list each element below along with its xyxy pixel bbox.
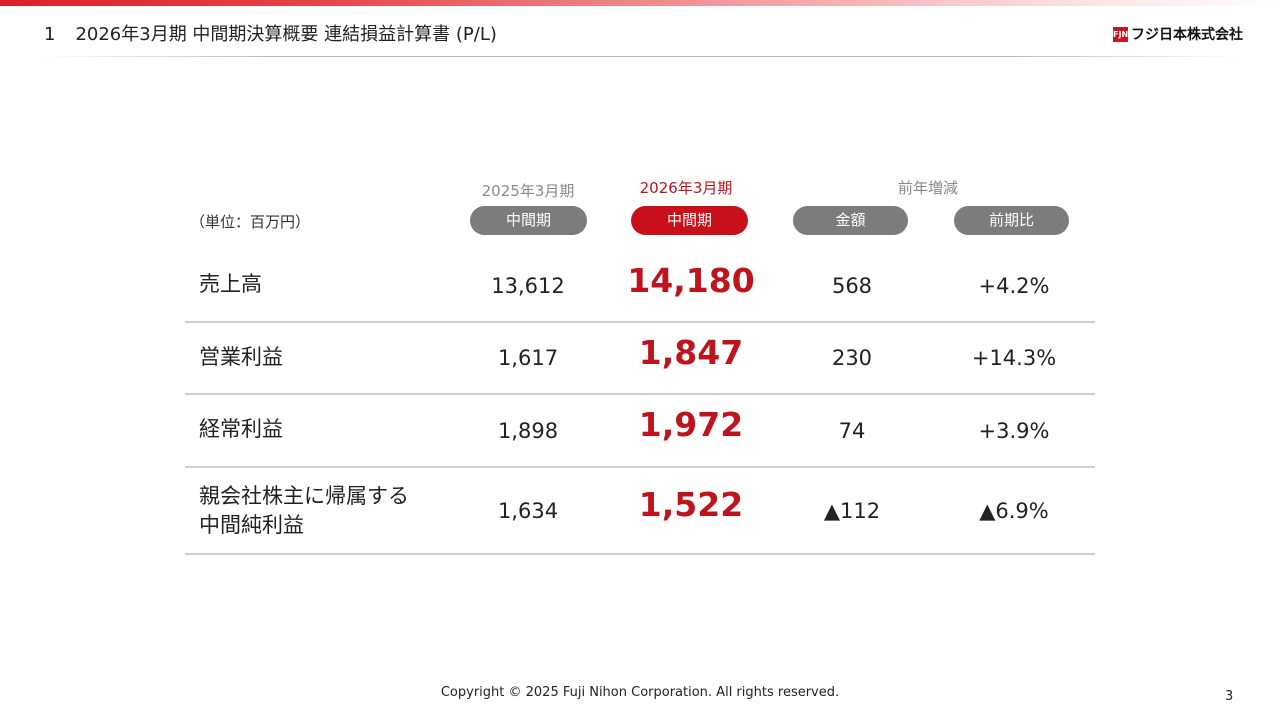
row-ordinary-diff: 74 [838, 419, 866, 443]
logo-text: フジ日本株式会社 [1131, 27, 1243, 43]
row-ordinary-current: 1,972 [638, 405, 744, 444]
section-number: 1 [44, 24, 56, 45]
page-number: 3 [1225, 689, 1234, 704]
row-sales-prev: 13,612 [491, 274, 565, 298]
row-operating-current: 1,847 [638, 333, 744, 372]
pill-amount: 金額 [793, 206, 908, 235]
row-net-ratio: ▲6.9% [979, 499, 1049, 523]
row-label-ordinary-income: 経常利益 [199, 417, 283, 441]
row-sales-diff: 568 [831, 274, 873, 298]
row-label-net-income-line2: 中間純利益 [199, 513, 304, 537]
column-year-prev: 2025年3月期 [481, 182, 575, 200]
row-sales-ratio: +4.2% [978, 274, 1050, 298]
row-label-net-income-line1: 親会社株主に帰属する [199, 484, 409, 508]
row-net-current: 1,522 [638, 485, 744, 524]
row-net-prev: 1,634 [497, 499, 559, 523]
row-net-diff: ▲112 [823, 499, 881, 523]
page-title: 1 2026年3月期 中間期決算概要 連結損益計算書 (P/L) [44, 20, 497, 46]
logo-mark-icon: FJN [1113, 26, 1128, 42]
column-year-current: 2026年3月期 [639, 179, 733, 197]
row-divider [185, 553, 1095, 555]
title-text: 2026年3月期 中間期決算概要 連結損益計算書 (P/L) [75, 24, 497, 45]
row-operating-diff: 230 [831, 346, 873, 370]
row-ordinary-prev: 1,898 [497, 419, 559, 443]
row-label-operating-income: 営業利益 [199, 345, 283, 369]
pill-current-interim: 中間期 [631, 206, 748, 235]
row-ordinary-ratio: +3.9% [978, 419, 1050, 443]
row-label-net-income: 親会社株主に帰属する 中間純利益 [199, 482, 409, 540]
row-operating-prev: 1,617 [497, 346, 559, 370]
row-sales-current: 14,180 [627, 261, 755, 300]
row-divider [185, 393, 1095, 395]
company-logo: FJN フジ日本株式会社 [1113, 24, 1243, 44]
row-divider [185, 466, 1095, 468]
header-divider [38, 56, 1243, 57]
pill-ratio: 前期比 [954, 206, 1069, 235]
unit-label: （単位：百万円） [190, 213, 311, 231]
row-divider [185, 321, 1095, 323]
copyright-footer: Copyright © 2025 Fuji Nihon Corporation.… [440, 685, 840, 700]
row-label-sales: 売上高 [199, 272, 262, 296]
column-group-yoy: 前年増減 [897, 179, 958, 197]
top-accent-stripe [0, 0, 1280, 6]
pill-prev-interim: 中間期 [470, 206, 587, 235]
row-operating-ratio: +14.3% [971, 346, 1057, 370]
